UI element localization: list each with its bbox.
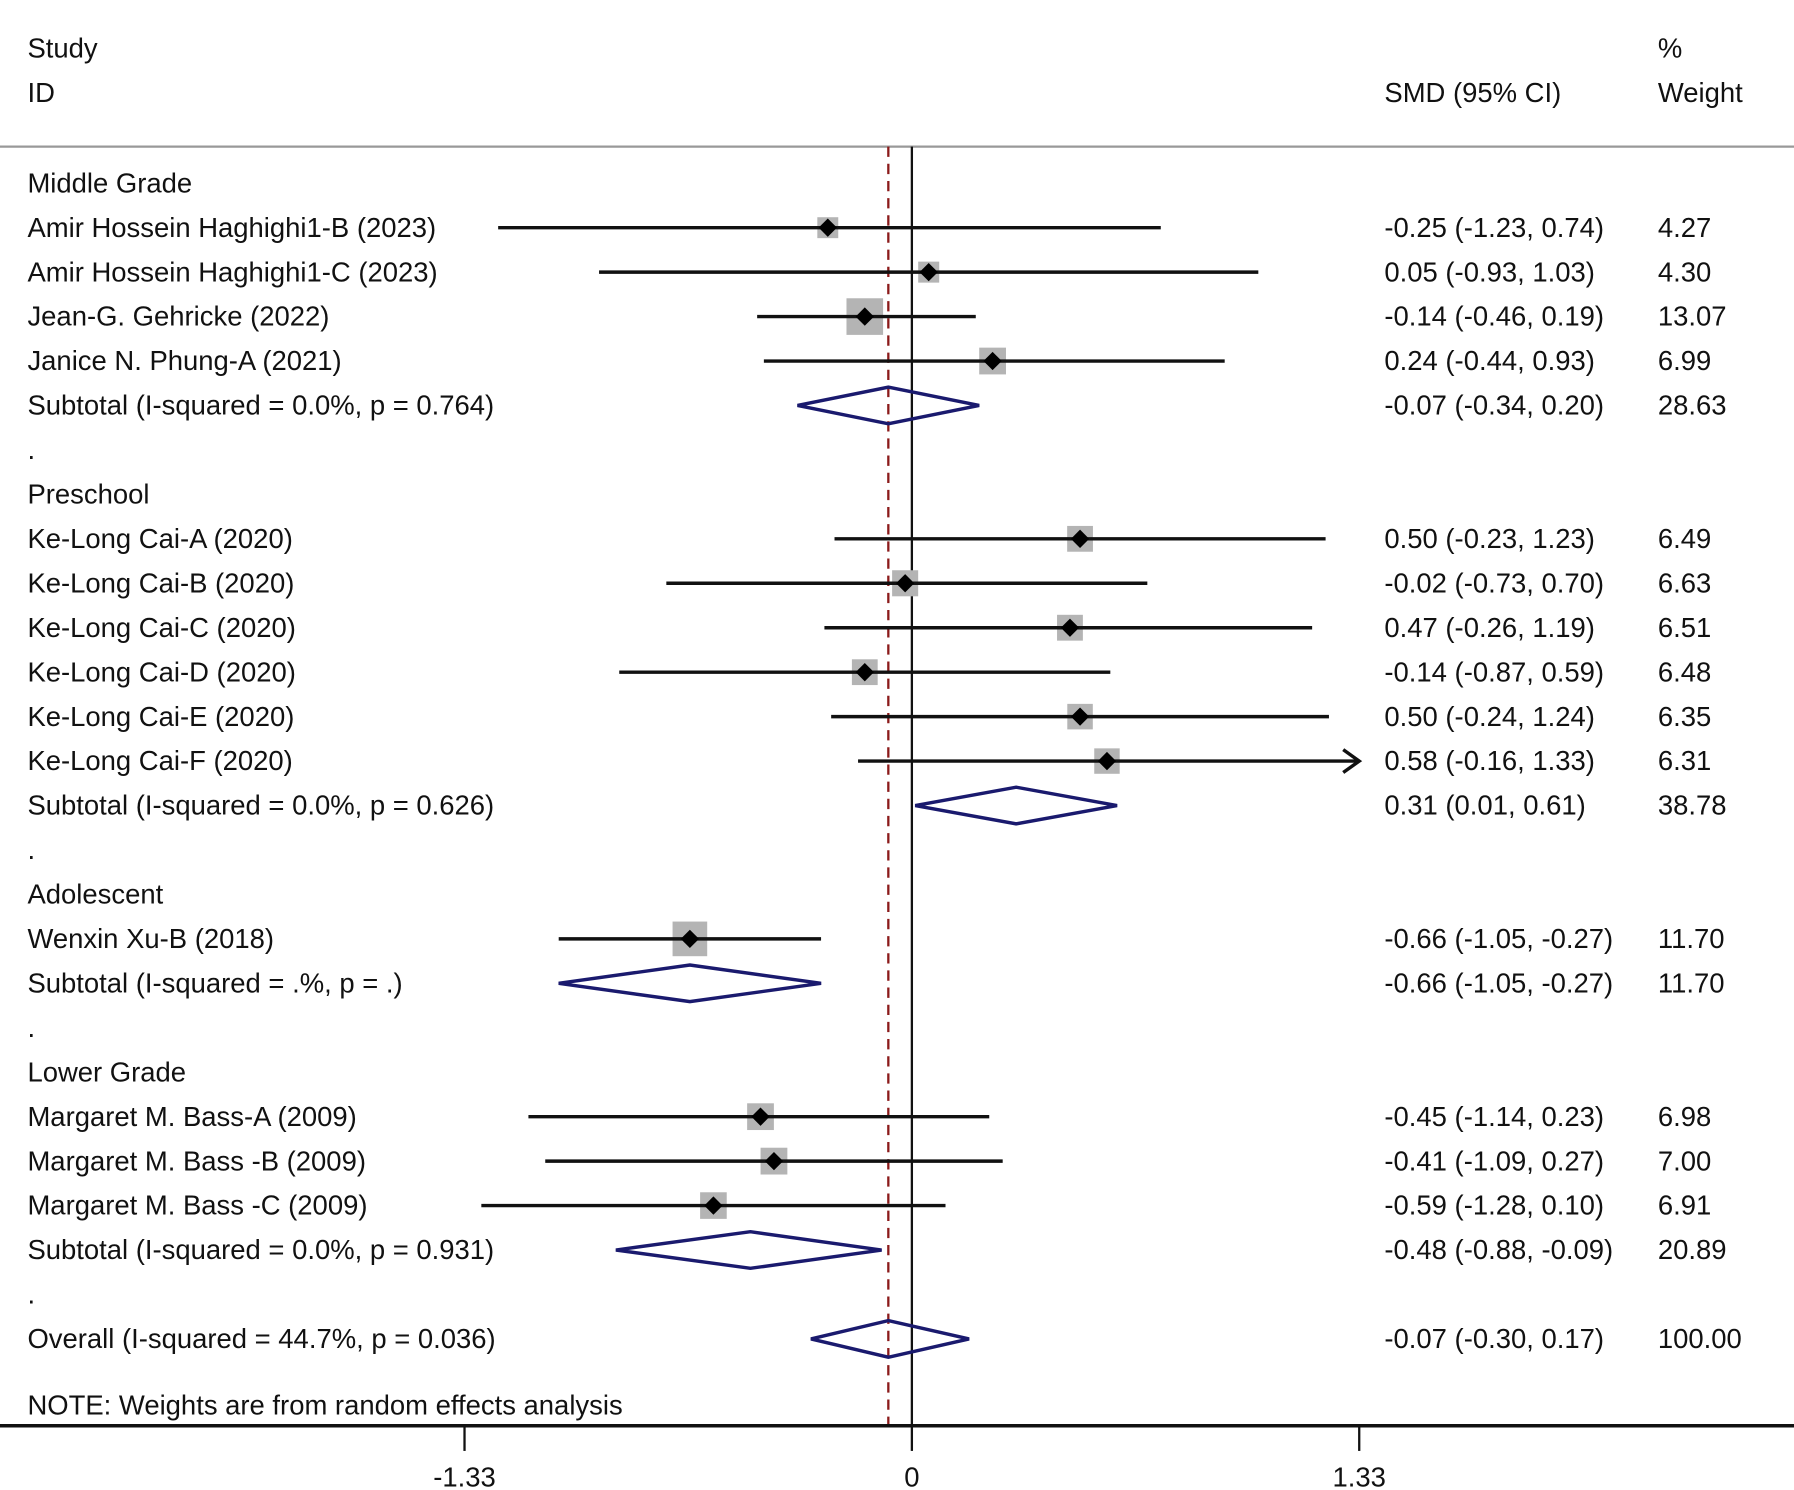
effect-text: 0.05 (-0.93, 1.03) — [1384, 256, 1594, 287]
row-label-subtotal: Subtotal (I-squared = 0.0%, p = 0.764) — [27, 390, 494, 421]
header-study: Study — [27, 32, 97, 63]
subtotal-diamond — [558, 963, 822, 1004]
effect-text: -0.02 (-0.73, 0.70) — [1384, 567, 1604, 598]
point-estimate — [855, 663, 874, 682]
weight-text: 6.91 — [1658, 1190, 1711, 1221]
header-weight-pct: % — [1658, 32, 1682, 63]
row-label-study: Ke-Long Cai-B (2020) — [27, 567, 294, 598]
row-label-spacer: . — [27, 1012, 35, 1043]
point-estimate — [1070, 529, 1090, 548]
row-label-subtotal: Subtotal (I-squared = .%, p = .) — [27, 967, 402, 998]
row-label-spacer: . — [27, 434, 35, 465]
weight-text: 4.30 — [1658, 256, 1711, 287]
row-label-study: Ke-Long Cai-A (2020) — [27, 523, 292, 554]
weight-text: 6.31 — [1658, 745, 1711, 776]
point-estimate — [704, 1196, 723, 1215]
row-label-study: Margaret M. Bass -B (2009) — [27, 1145, 366, 1176]
weight-text: 28.63 — [1658, 390, 1727, 421]
weight-text: 13.07 — [1658, 301, 1727, 332]
weight-text: 11.70 — [1658, 967, 1725, 998]
effect-text: -0.41 (-1.09, 0.27) — [1384, 1145, 1604, 1176]
row-label-subtotal: Subtotal (I-squared = 0.0%, p = 0.626) — [27, 790, 494, 821]
header-effect: SMD (95% CI) — [1384, 77, 1561, 108]
row-label-spacer: . — [27, 834, 35, 865]
point-estimate — [919, 262, 938, 282]
effect-text: 0.47 (-0.26, 1.19) — [1384, 612, 1594, 643]
effect-text: -0.07 (-0.30, 0.17) — [1384, 1323, 1604, 1354]
weight-text: 20.89 — [1658, 1234, 1727, 1265]
effect-text: -0.59 (-1.28, 0.10) — [1384, 1190, 1604, 1221]
row-label-group: Preschool — [27, 479, 149, 510]
effect-text: 0.24 (-0.44, 0.93) — [1384, 345, 1594, 376]
point-estimate — [1097, 751, 1117, 771]
note: NOTE: Weights are from random effects an… — [27, 1389, 622, 1420]
row-label-group: Adolescent — [27, 879, 163, 910]
subtotal-diamond — [615, 1229, 882, 1271]
row-label-group: Middle Grade — [27, 167, 192, 198]
subtotal-diamond — [914, 785, 1118, 826]
weight-text: 38.78 — [1658, 790, 1727, 821]
effect-text: -0.45 (-1.14, 0.23) — [1384, 1101, 1604, 1132]
x-tick-label: -1.33 — [433, 1461, 496, 1490]
overall-diamond — [810, 1318, 970, 1359]
effect-text: -0.14 (-0.46, 0.19) — [1384, 301, 1604, 332]
effect-text: 0.58 (-0.16, 1.33) — [1384, 745, 1594, 776]
row-label-study: Amir Hossein Haghighi1-B (2023) — [27, 212, 436, 243]
effect-text: -0.25 (-1.23, 0.74) — [1384, 212, 1604, 243]
weight-text: 7.00 — [1658, 1145, 1711, 1176]
point-estimate — [1070, 707, 1090, 726]
row-label-study: Wenxin Xu-B (2018) — [27, 923, 274, 954]
point-estimate — [1060, 618, 1080, 637]
row-label-study: Jean-G. Gehricke (2022) — [27, 301, 329, 332]
weight-text: 6.63 — [1658, 567, 1711, 598]
effect-text: -0.66 (-1.05, -0.27) — [1384, 923, 1613, 954]
weight-text: 100.00 — [1658, 1323, 1742, 1354]
row-label-study: Margaret M. Bass -C (2009) — [27, 1190, 367, 1221]
weight-text: 4.27 — [1658, 212, 1711, 243]
row-label-study: Ke-Long Cai-D (2020) — [27, 656, 295, 687]
effect-text: -0.07 (-0.34, 0.20) — [1384, 390, 1604, 421]
row-label-study: Ke-Long Cai-F (2020) — [27, 745, 292, 776]
row-label-study: Ke-Long Cai-C (2020) — [27, 612, 295, 643]
row-label-study: Margaret M. Bass-A (2009) — [27, 1101, 356, 1132]
point-estimate — [855, 307, 874, 326]
weight-text: 6.99 — [1658, 345, 1711, 376]
header-weight: Weight — [1658, 77, 1743, 108]
row-label-study: Amir Hossein Haghighi1-C (2023) — [27, 256, 437, 287]
header-id: ID — [27, 77, 54, 108]
row-label-overall: Overall (I-squared = 44.7%, p = 0.036) — [27, 1323, 495, 1354]
x-tick-label: 1.33 — [1333, 1461, 1386, 1490]
weight-text: 6.51 — [1658, 612, 1711, 643]
effect-text: 0.50 (-0.24, 1.24) — [1384, 701, 1594, 732]
effect-text: -0.48 (-0.88, -0.09) — [1384, 1234, 1613, 1265]
point-estimate — [680, 929, 700, 949]
weight-text: 6.49 — [1658, 523, 1711, 554]
point-estimate — [818, 218, 837, 237]
row-label-study: Ke-Long Cai-E (2020) — [27, 701, 294, 732]
effect-text: -0.66 (-1.05, -0.27) — [1384, 967, 1613, 998]
row-label-group: Lower Grade — [27, 1056, 186, 1087]
point-estimate — [751, 1107, 770, 1126]
row-label-subtotal: Subtotal (I-squared = 0.0%, p = 0.931) — [27, 1234, 494, 1265]
effect-text: -0.14 (-0.87, 0.59) — [1384, 656, 1604, 687]
row-label-study: Janice N. Phung-A (2021) — [27, 345, 341, 376]
weight-text: 6.35 — [1658, 701, 1711, 732]
row-label-spacer: . — [27, 1279, 35, 1310]
point-estimate — [895, 574, 915, 593]
weight-text: 11.70 — [1658, 923, 1725, 954]
point-estimate — [764, 1151, 784, 1171]
point-estimate — [983, 351, 1002, 371]
effect-text: 0.31 (0.01, 0.61) — [1384, 790, 1585, 821]
weight-text: 6.48 — [1658, 656, 1711, 687]
x-tick-label: 0 — [904, 1461, 919, 1490]
weight-text: 6.98 — [1658, 1101, 1711, 1132]
ci-arrow — [1342, 748, 1363, 774]
effect-text: 0.50 (-0.23, 1.23) — [1384, 523, 1594, 554]
subtotal-diamond — [797, 385, 980, 426]
